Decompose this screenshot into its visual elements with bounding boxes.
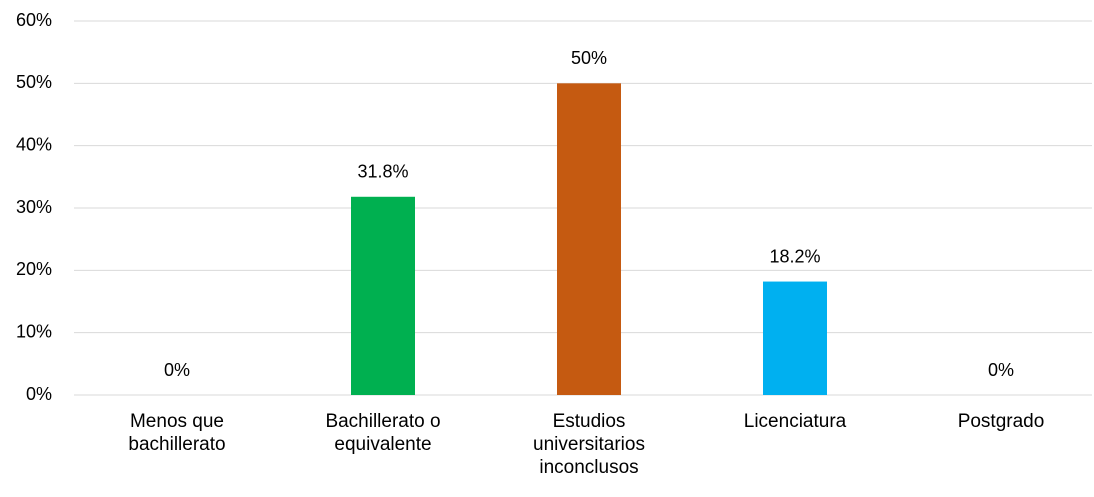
x-tick-label: Bachillerato o equivalente <box>325 411 441 455</box>
value-label: 31.8% <box>357 162 408 182</box>
y-tick-label: 60% <box>16 10 52 30</box>
bar <box>557 83 621 395</box>
value-label: 0% <box>164 360 190 380</box>
x-tick-label: Estudios universitarios inconclusos <box>533 411 645 478</box>
value-label: 0% <box>988 360 1014 380</box>
y-tick-label: 30% <box>16 197 52 217</box>
x-tick-label: Licenciatura <box>743 411 847 432</box>
x-tick-label: Menos que bachillerato <box>128 411 226 455</box>
y-tick-label: 10% <box>16 321 52 341</box>
value-label: 50% <box>571 48 607 68</box>
value-label: 18.2% <box>769 246 820 266</box>
y-tick-label: 50% <box>16 72 52 92</box>
bar <box>763 281 827 395</box>
y-tick-label: 0% <box>26 384 52 404</box>
y-tick-label: 40% <box>16 134 52 154</box>
x-tick-label: Postgrado <box>957 411 1045 432</box>
y-tick-label: 20% <box>16 259 52 279</box>
bar <box>351 196 415 395</box>
